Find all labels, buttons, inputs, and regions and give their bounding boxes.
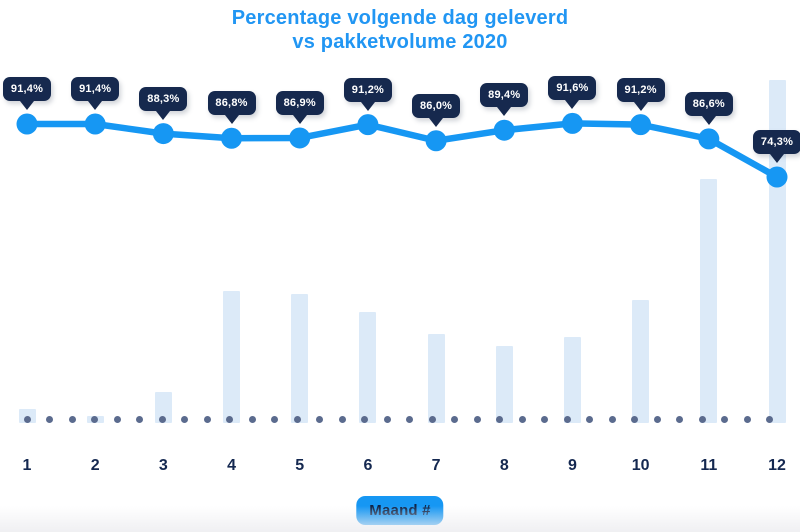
volume-bar bbox=[632, 300, 650, 423]
x-tick-label: 1 bbox=[22, 457, 32, 474]
baseline-dot bbox=[428, 415, 436, 423]
percentage-label-badge: 86,8% bbox=[207, 91, 256, 116]
baseline-dot bbox=[226, 415, 233, 423]
baseline-dot bbox=[338, 415, 346, 423]
x-tick-label: 12 bbox=[768, 457, 786, 474]
percentage-label-badge: 91,4% bbox=[3, 77, 51, 101]
baseline-dot bbox=[91, 415, 98, 423]
x-tick-label: 7 bbox=[431, 457, 441, 474]
percentage-label-badge: 89,4% bbox=[480, 83, 529, 108]
x-axis-label-badge: Maand # bbox=[356, 496, 444, 525]
percentage-label-badge: 86,6% bbox=[684, 91, 733, 116]
baseline-dot bbox=[451, 415, 458, 423]
data-point-marker bbox=[698, 128, 720, 150]
data-point-marker bbox=[357, 114, 379, 136]
data-point-marker bbox=[425, 130, 447, 152]
volume-bar bbox=[495, 346, 513, 423]
baseline-dot bbox=[271, 415, 278, 423]
baseline-dot bbox=[698, 415, 706, 423]
data-point-marker bbox=[289, 127, 311, 149]
data-point-marker bbox=[221, 127, 243, 149]
baseline-dot bbox=[46, 415, 53, 423]
baseline-dot bbox=[766, 415, 773, 423]
percentage-label-badge: 91,2% bbox=[616, 77, 665, 102]
trend-line bbox=[23, 120, 781, 181]
baseline-dot bbox=[608, 415, 616, 423]
volume-bar bbox=[700, 179, 718, 423]
percentage-label-badge: 88,3% bbox=[139, 86, 188, 111]
x-tick-label: 2 bbox=[90, 457, 100, 474]
baseline-dot bbox=[361, 415, 368, 423]
baseline-dot bbox=[181, 415, 188, 423]
percentage-label-badge: 86,0% bbox=[412, 93, 461, 118]
x-tick-label: 4 bbox=[227, 457, 236, 474]
data-point-marker bbox=[493, 119, 515, 141]
baseline-dot bbox=[203, 415, 211, 423]
volume-bar bbox=[223, 291, 241, 423]
x-tick-label: 6 bbox=[363, 457, 373, 474]
volume-bar bbox=[359, 312, 377, 423]
baseline-dot bbox=[293, 415, 301, 423]
baseline-dot bbox=[721, 415, 728, 423]
baseline-dot bbox=[653, 415, 661, 423]
baseline-dot bbox=[496, 415, 503, 423]
data-point-marker bbox=[16, 113, 38, 135]
baseline-dot bbox=[631, 415, 638, 423]
percentage-label-badge: 91,4% bbox=[71, 77, 120, 101]
volume-bar bbox=[154, 392, 172, 423]
x-tick-label: 5 bbox=[295, 457, 305, 474]
baseline-dot bbox=[113, 415, 121, 423]
volume-bar bbox=[427, 334, 445, 423]
baseline-dot bbox=[743, 415, 751, 423]
x-tick-label: 11 bbox=[700, 457, 718, 474]
volume-bar bbox=[768, 80, 786, 423]
baseline-dot bbox=[383, 415, 391, 423]
chart-title-line2: vs pakketvolume 2020 bbox=[292, 31, 508, 53]
baseline-dot bbox=[23, 415, 31, 423]
data-point-marker bbox=[561, 112, 583, 134]
data-point-marker bbox=[766, 166, 788, 188]
baseline-dot bbox=[676, 415, 683, 423]
baseline-dot bbox=[563, 415, 571, 423]
baseline-dot bbox=[586, 415, 593, 423]
data-point-marker bbox=[84, 113, 106, 135]
x-tick-label: 3 bbox=[158, 457, 168, 474]
x-tick-label: 10 bbox=[631, 457, 650, 474]
baseline-dot bbox=[158, 415, 166, 423]
volume-bar bbox=[291, 294, 309, 423]
baseline-dot bbox=[541, 415, 548, 423]
baseline-dot bbox=[136, 415, 143, 423]
baseline-dot bbox=[316, 415, 323, 423]
percentage-label-badge: 74,3% bbox=[753, 130, 800, 154]
baseline-dot bbox=[518, 415, 526, 423]
percentage-label-badge: 86,9% bbox=[275, 90, 324, 115]
baseline-dot bbox=[248, 415, 256, 423]
baseline-dot bbox=[406, 415, 413, 423]
data-point-marker bbox=[152, 123, 174, 145]
chart-title: Percentage volgende dag geleverd vs pakk… bbox=[0, 6, 800, 54]
chart-title-line1: Percentage volgende dag geleverd bbox=[231, 7, 569, 29]
percentage-label-badge: 91,2% bbox=[343, 77, 392, 102]
x-tick-label: 8 bbox=[499, 457, 509, 474]
baseline-dot bbox=[473, 415, 481, 423]
data-point-marker bbox=[630, 114, 652, 136]
baseline-dot bbox=[68, 415, 76, 423]
x-tick-label: 9 bbox=[568, 457, 577, 474]
percentage-label-badge: 91,6% bbox=[548, 76, 597, 101]
volume-bar bbox=[563, 337, 581, 423]
